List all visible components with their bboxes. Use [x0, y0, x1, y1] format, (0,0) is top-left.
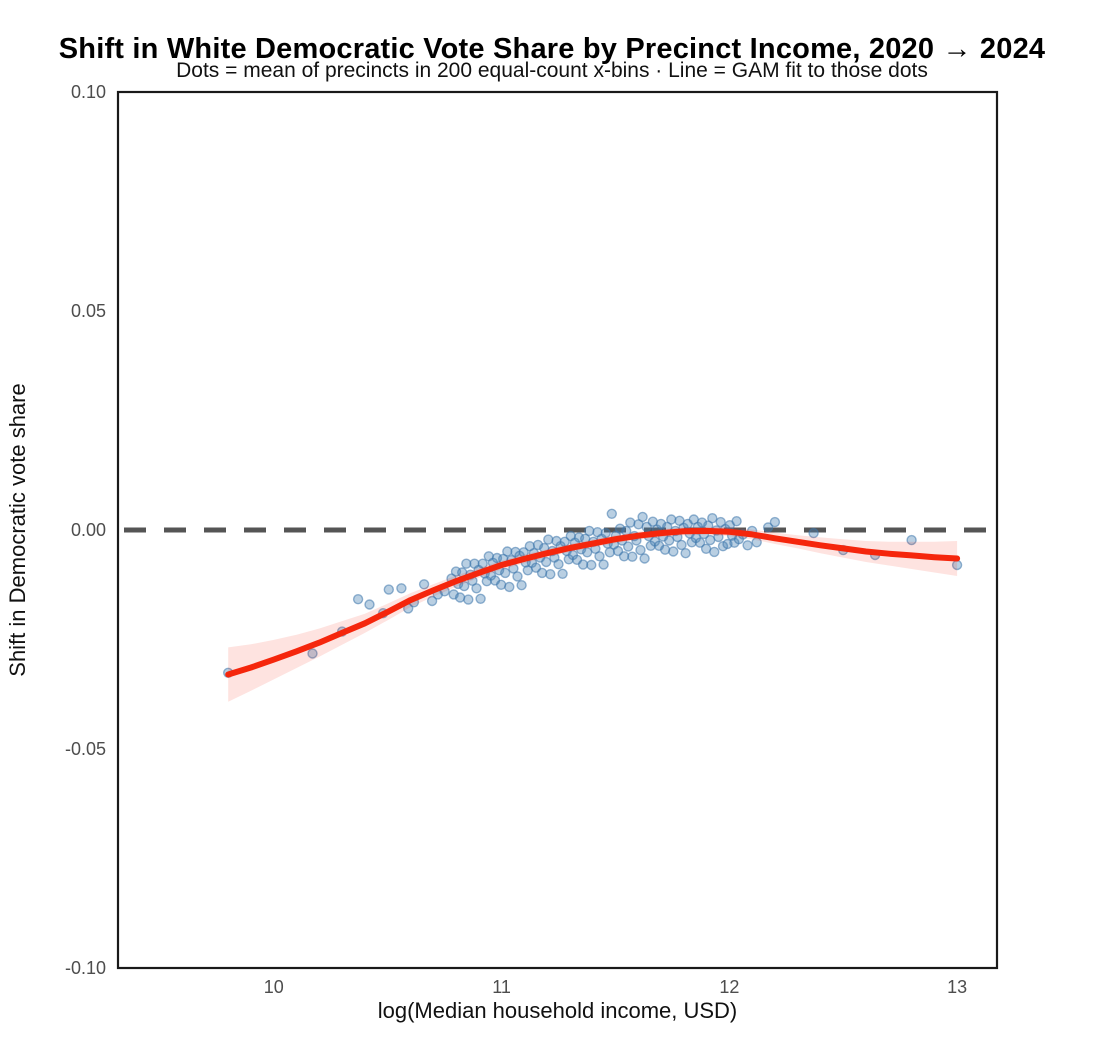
- scatter-point: [584, 525, 595, 537]
- scatter-point: [762, 522, 774, 533]
- scatter-point: [536, 567, 548, 579]
- scatter-point: [731, 516, 742, 527]
- scatter-point: [715, 516, 726, 528]
- scatter-point: [618, 551, 630, 562]
- scatter-point: [461, 558, 472, 569]
- scatter-point: [307, 648, 318, 659]
- scatter-point: [676, 539, 687, 551]
- scatter-point: [637, 511, 648, 523]
- y-axis-title: Shift in Democratic vote share: [5, 383, 30, 677]
- scatter-point: [586, 559, 597, 571]
- scatter-point: [635, 544, 646, 556]
- chart-subtitle: Dots = mean of precincts in 200 equal-co…: [176, 59, 928, 82]
- y-tick-label: -0.05: [65, 739, 106, 759]
- confidence-band: [228, 526, 958, 702]
- scatter-point: [600, 527, 611, 539]
- gam-fit-line: [225, 527, 961, 678]
- scatter-point: [577, 559, 589, 570]
- scatter-point: [383, 584, 394, 595]
- scatter-point: [516, 580, 527, 591]
- x-tick-label: 11: [492, 977, 511, 997]
- scatter-point: [418, 579, 430, 590]
- scatter-point: [808, 527, 819, 539]
- scatter-point: [512, 571, 523, 582]
- scatter-point: [639, 553, 650, 564]
- scatter-point: [666, 514, 677, 525]
- scatter-point: [680, 548, 691, 559]
- scatter-point: [541, 556, 552, 568]
- x-tick-label: 10: [264, 977, 284, 997]
- scatter-point: [364, 599, 375, 610]
- scatter-point: [606, 508, 617, 519]
- scatter-point: [709, 546, 720, 558]
- y-tick-label: -0.10: [65, 958, 106, 978]
- scatter-point: [553, 559, 564, 570]
- scatter-point: [543, 534, 554, 545]
- x-tick-label: 13: [947, 977, 967, 997]
- scatter-point: [627, 551, 638, 562]
- scatter-point: [659, 544, 671, 555]
- chart-title: Shift in White Democratic Vote Share by …: [58, 33, 1046, 66]
- scatter-point: [906, 534, 917, 546]
- scatter-point: [557, 568, 568, 579]
- scatter-point: [426, 595, 438, 607]
- scatter-point: [625, 517, 636, 528]
- y-tick-label: 0.05: [71, 301, 106, 321]
- scatter-point: [668, 546, 679, 557]
- scatter-point: [694, 537, 706, 548]
- y-tick-label: 0.00: [71, 520, 106, 540]
- scatter-point: [742, 540, 753, 551]
- scatter-point: [463, 594, 474, 605]
- scatter-point: [598, 559, 609, 570]
- y-tick-label: 0.10: [71, 82, 106, 102]
- scatter-point: [475, 593, 486, 604]
- scatter-point: [769, 516, 781, 528]
- scatter-point: [459, 580, 470, 592]
- scatter-point: [623, 541, 634, 552]
- scatter-point: [502, 546, 513, 557]
- x-axis-title: log(Median household income, USD): [377, 998, 738, 1023]
- scatter-point: [477, 558, 488, 569]
- scatter-point: [707, 513, 718, 524]
- scatter-point: [471, 583, 482, 594]
- scatter-point: [504, 581, 515, 593]
- scatter-point: [352, 594, 364, 605]
- plot-border: [116, 90, 999, 970]
- x-tick-label: 12: [719, 977, 739, 997]
- scatter-point: [396, 583, 407, 594]
- scatter-point: [594, 551, 605, 562]
- scatter-point: [500, 567, 511, 579]
- scatter-point: [545, 569, 556, 580]
